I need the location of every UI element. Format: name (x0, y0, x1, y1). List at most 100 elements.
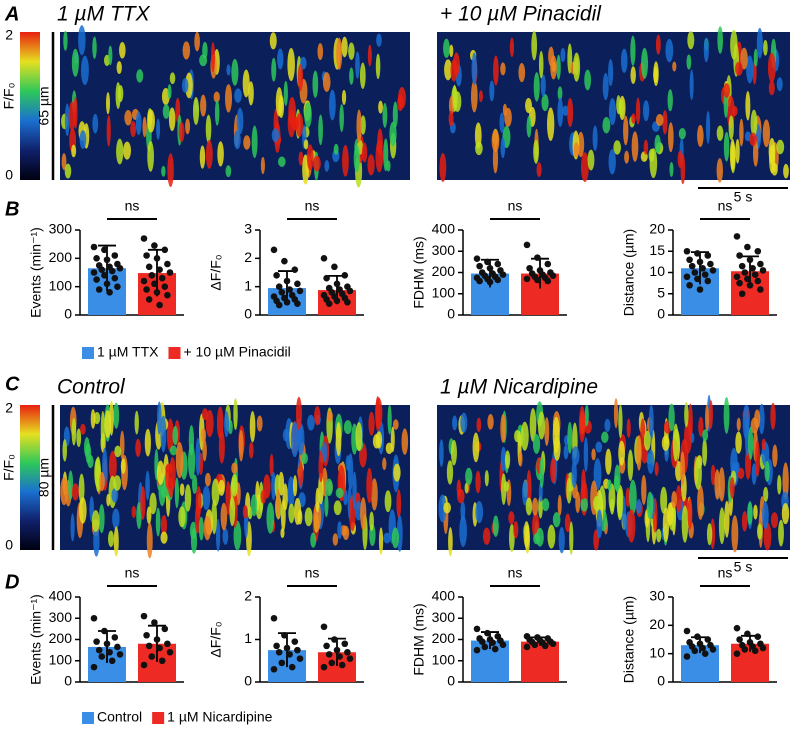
kymograph-streak (768, 80, 775, 96)
kymograph-streak (98, 504, 105, 534)
kymograph-streak (678, 127, 686, 140)
data-point (738, 262, 746, 270)
data-point (90, 269, 98, 276)
kymograph-streak (195, 486, 202, 518)
y-axis-label: ΔF/F₀ (208, 621, 224, 657)
significance-label: ns (508, 565, 523, 581)
y-tick-label: 2 (244, 588, 252, 604)
kymograph-streak (360, 115, 366, 135)
kymograph-streak (251, 125, 258, 159)
kymograph-streak (233, 520, 242, 551)
data-point (145, 642, 153, 650)
data-point (93, 638, 100, 645)
kymograph-streak (130, 121, 137, 138)
data-point (166, 648, 174, 656)
kymograph-streak (382, 102, 388, 128)
kymograph-streak (80, 423, 86, 435)
kymograph-streak (630, 66, 636, 85)
kymograph-streak (78, 25, 86, 56)
data-point (164, 640, 171, 648)
legend-swatch (82, 347, 94, 359)
kymograph-streak (740, 47, 748, 70)
kymograph-streak (608, 149, 616, 175)
kymograph-streak (384, 490, 392, 513)
data-point (523, 275, 531, 283)
kymograph-streak (564, 513, 571, 533)
kymograph-streak (684, 402, 689, 428)
kymograph-streak (705, 110, 711, 144)
kymograph-streak (375, 431, 383, 449)
kymograph-streak (763, 39, 768, 56)
kymograph-streak (605, 448, 612, 475)
kymograph-streak (526, 115, 532, 138)
kymograph-streak (318, 450, 324, 483)
data-point (476, 277, 483, 285)
y-tick-label: 5 (657, 284, 665, 300)
kymograph-streak (509, 37, 515, 58)
data-point (151, 242, 158, 249)
kymograph-streak (748, 426, 754, 460)
data-point (491, 645, 499, 653)
data-point (476, 262, 483, 270)
kymograph-streak (336, 37, 343, 70)
kymograph-streak (144, 428, 151, 457)
kymograph-title: 1 µM TTX (57, 3, 151, 26)
data-point (270, 665, 278, 673)
kymograph-streak (625, 487, 630, 508)
kymograph-streak (76, 428, 82, 448)
kymograph-streak (595, 441, 603, 453)
kymograph-streak (228, 419, 233, 435)
y-axis-label: Events (min⁻¹) (28, 594, 44, 685)
data-point (526, 264, 533, 272)
kymograph-streak (271, 57, 277, 82)
kymograph-streak (470, 79, 478, 113)
data-point (744, 243, 751, 251)
data-point (544, 277, 552, 285)
kymograph-streak (573, 52, 581, 82)
kymograph-streak (602, 117, 611, 134)
data-point (333, 280, 341, 288)
kymograph-streak (560, 47, 566, 63)
significance-label: ns (305, 565, 320, 581)
kymograph-streak (174, 477, 180, 509)
data-point (93, 276, 100, 283)
y-tick-label: 100 (49, 277, 73, 293)
data-point (746, 256, 754, 264)
kymograph-streak (763, 522, 772, 551)
data-point (278, 289, 286, 296)
y-tick-label: 20 (649, 616, 665, 632)
kymograph-streak (231, 473, 238, 497)
kymograph-streak (584, 404, 589, 427)
data-point (281, 257, 288, 265)
kymograph-streak (703, 37, 709, 63)
significance-label: ns (305, 198, 320, 214)
kymograph-streak (162, 104, 170, 119)
y-tick-label: 400 (49, 588, 73, 604)
data-point (699, 264, 706, 272)
y-tick-label: 0 (244, 673, 252, 689)
kymograph-streak (567, 421, 573, 454)
data-point (696, 258, 704, 266)
kymograph-streak (391, 527, 399, 549)
kymograph-streak (717, 26, 723, 54)
kymograph-streak (593, 495, 602, 512)
kymograph-streak (156, 118, 161, 140)
kymograph-streak (460, 412, 468, 433)
kymograph-streak (91, 510, 100, 533)
kymograph-streak (541, 498, 550, 512)
y-tick-label: 400 (432, 221, 456, 237)
kymograph-streak (544, 417, 550, 447)
data-point (114, 283, 121, 290)
data-point (278, 659, 286, 667)
kymograph-streak (90, 409, 96, 429)
kymograph-streak (660, 486, 668, 514)
kymograph-streak (71, 483, 80, 501)
colorbar (20, 32, 40, 180)
kymograph-streak (225, 84, 233, 113)
kymograph-streak (234, 88, 242, 103)
significance-label: ns (508, 198, 523, 214)
data-point (754, 633, 762, 640)
kymograph-streak (190, 528, 198, 554)
kymograph-streak (147, 140, 154, 172)
